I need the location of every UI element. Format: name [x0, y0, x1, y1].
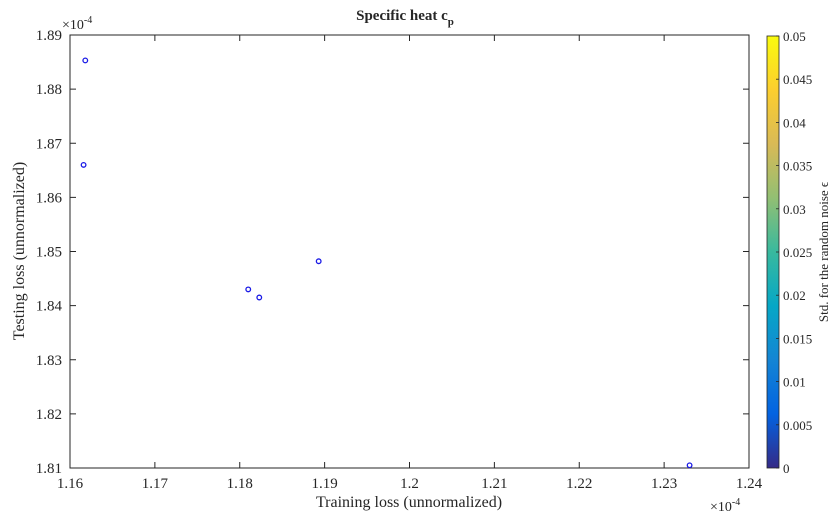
data-point — [315, 258, 322, 265]
data-point — [82, 57, 89, 64]
y-axis-ticks: 1.81 1.82 1.83 1.84 1.85 1.86 1.87 1.88 1.89 — [36, 28, 749, 477]
data-point — [256, 294, 263, 301]
colorbar-ticks: 0 0.005 0.01 0.015 0.02 0.025 0.03 0.035 0.04 0.0… — [776, 29, 812, 476]
colorbar-tick-label: 0.01 — [783, 375, 806, 390]
colorbar-tick-label: 0.03 — [783, 202, 806, 217]
colorbar-tick-label: 0.035 — [783, 159, 812, 174]
chart-title: Specific heat cp — [356, 8, 454, 28]
y-tick-label: 1.81 — [36, 461, 62, 477]
data-point — [245, 286, 252, 293]
y-tick-label: 1.87 — [36, 136, 63, 152]
y-tick-label: 1.88 — [36, 82, 62, 98]
x-exponent-label: ×10-4 — [710, 497, 740, 515]
colorbar-tick-label: 0 — [783, 461, 790, 476]
colorbar-tick-label: 0.005 — [783, 418, 812, 433]
data-point — [686, 462, 693, 469]
colorbar-tick-label: 0.025 — [783, 245, 812, 260]
x-tick-label: 1.21 — [481, 476, 507, 492]
colorbar-tick-label: 0.015 — [783, 331, 812, 346]
plot-area — [69, 34, 750, 469]
y-tick-label: 1.84 — [36, 299, 63, 315]
colorbar-tick-label: 0.045 — [783, 72, 812, 87]
y-tick-label: 1.85 — [36, 245, 62, 261]
y-tick-label: 1.89 — [36, 28, 62, 44]
data-point — [80, 161, 87, 168]
x-axis-label: Training loss (unnormalized) — [316, 494, 502, 511]
x-tick-label: 1.18 — [227, 476, 253, 492]
x-tick-label: 1.19 — [312, 476, 338, 492]
x-tick-label: 1.22 — [566, 476, 592, 492]
x-tick-label: 1.23 — [651, 476, 677, 492]
y-exponent-label: ×10-4 — [62, 15, 92, 33]
x-tick-label: 1.2 — [400, 476, 419, 492]
colorbar-tick-label: 0.05 — [783, 29, 806, 44]
data-points — [80, 57, 693, 469]
x-axis-ticks: 1.16 1.17 1.18 1.19 1.2 1.21 1.22 1.23 1.24 — [57, 35, 763, 492]
x-tick-label: 1.24 — [736, 476, 763, 492]
y-tick-label: 1.82 — [36, 407, 62, 423]
y-axis-label: Testing loss (unnormalized) — [11, 162, 28, 340]
y-tick-label: 1.86 — [36, 190, 63, 206]
colorbar-tick-label: 0.02 — [783, 288, 806, 303]
colorbar-tick-label: 0.04 — [783, 115, 806, 130]
x-tick-label: 1.16 — [57, 476, 84, 492]
x-tick-label: 1.17 — [142, 476, 169, 492]
colorbar-label: Std. for the random noise ϵ — [816, 182, 831, 322]
y-tick-label: 1.83 — [36, 353, 62, 369]
